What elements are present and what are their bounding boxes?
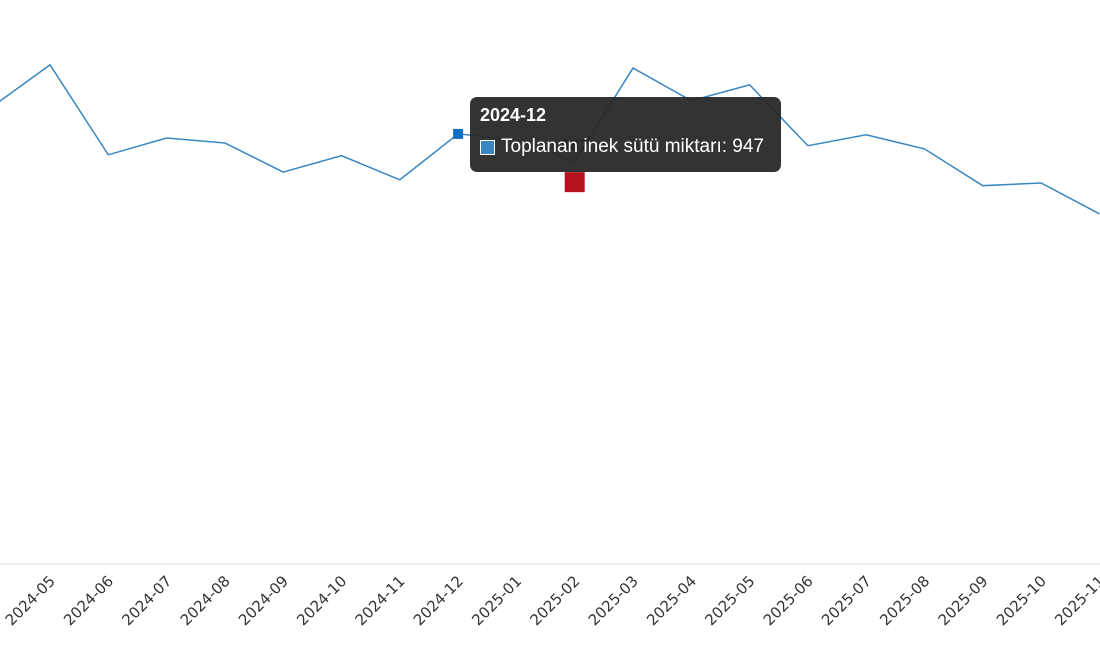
- x-tick-label: 2025-07: [818, 572, 875, 629]
- x-tick-label: 2025-05: [701, 572, 758, 629]
- x-tick-label: 2025-02: [526, 572, 583, 629]
- x-tick-label: 2025-10: [993, 572, 1050, 629]
- tooltip-row: Toplanan inek sütü miktarı: 947: [480, 136, 771, 158]
- x-tick-label: 2025-01: [468, 572, 525, 629]
- x-tick-label: 2024-08: [177, 572, 234, 629]
- hover-point: [453, 128, 464, 139]
- tooltip-title: 2024-12: [480, 105, 547, 125]
- highlight-marker: [564, 172, 585, 193]
- tooltip-text: Toplanan inek sütü miktarı: 947: [501, 136, 764, 157]
- x-tick-label: 2025-06: [760, 572, 817, 629]
- x-tick-label: 2024-12: [410, 572, 467, 629]
- tooltip-swatch: [480, 139, 495, 155]
- x-tick-label: 2025-08: [876, 572, 933, 629]
- x-tick-label: 2024-06: [60, 572, 117, 629]
- x-tick-label: 2024-09: [235, 572, 292, 629]
- x-tick-label: 2024-10: [293, 572, 350, 629]
- x-tick-label: 2024-07: [118, 572, 175, 629]
- x-tick-label: 2025-04: [643, 572, 700, 629]
- tooltip: 2024-12 Toplanan inek sütü miktarı: 947: [470, 97, 781, 172]
- x-tick-label: 2024-05: [2, 572, 59, 629]
- x-tick-label: 2024-11: [352, 572, 409, 629]
- x-tick-label: 2025-03: [585, 572, 642, 629]
- x-tick-label: 2025-11: [1051, 572, 1100, 629]
- x-tick-label: 2025-09: [935, 572, 992, 629]
